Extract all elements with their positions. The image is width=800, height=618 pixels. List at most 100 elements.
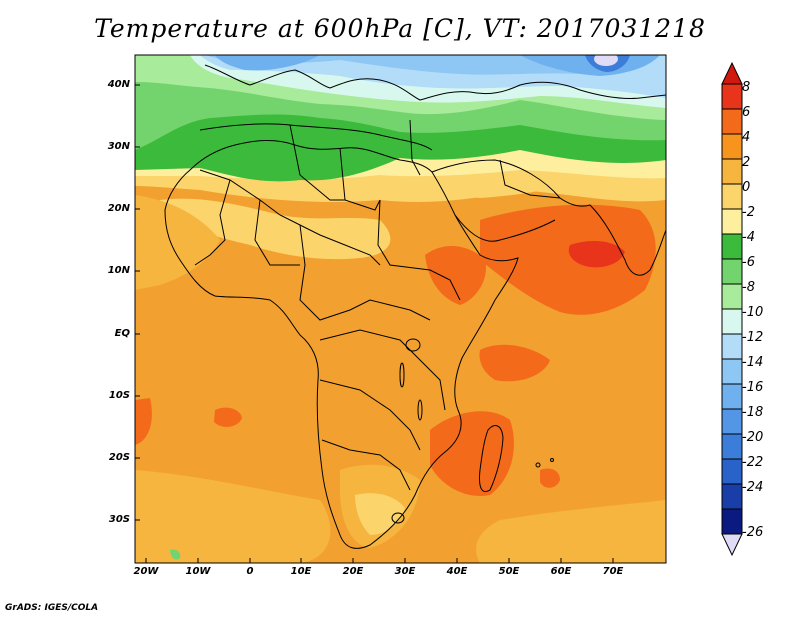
colorbar-label: -16 (742, 380, 764, 395)
lon-label-0: 0 (246, 566, 254, 577)
colorbar-top-arrow (721, 61, 743, 85)
border-3 (377, 199, 461, 301)
colorbar-label: -10 (742, 305, 764, 320)
field-south-africa-yellow (355, 493, 405, 535)
colorbar-bottom-arrow (721, 533, 743, 557)
field-warm-madagascar (430, 411, 514, 496)
arabia-coast (431, 159, 666, 276)
colorbar-label: -20 (742, 430, 764, 445)
lat-label-20s: 20S (108, 452, 130, 463)
colorbar (721, 61, 743, 557)
arabia-south-coast (454, 214, 556, 242)
lat-label-10s: 10S (108, 390, 130, 401)
lat-label-30n: 30N (107, 141, 130, 152)
europe-coast (204, 64, 666, 101)
colorbar-box (721, 458, 743, 485)
colorbar-label: 6 (742, 105, 751, 120)
colorbar-box (721, 508, 743, 535)
colorbar-label: 2 (742, 155, 751, 170)
lon-label-60e: 60E (550, 566, 572, 577)
colorbar-box (721, 133, 743, 160)
border-7 (321, 439, 411, 491)
field-southeast-pale (476, 500, 666, 563)
field-warm-spot-west (214, 407, 242, 427)
border-11 (289, 124, 345, 201)
field-arabia-yellow (440, 176, 570, 198)
border-12 (499, 159, 561, 199)
colorbar-label: -22 (742, 455, 764, 470)
map-title: Temperature at 600hPa [C], VT: 201703121… (94, 14, 706, 43)
lon-label-50e: 50E (498, 566, 520, 577)
colorbar-box (721, 483, 743, 510)
colorbar-box (721, 358, 743, 385)
lake-tanganyika (399, 362, 405, 388)
colorbar-box (721, 333, 743, 360)
field-small-green-se (170, 549, 181, 560)
field-warm-east (480, 204, 656, 315)
africa-coast (164, 140, 519, 549)
colorbar-label: 8 (742, 80, 751, 95)
colorbar-label: 0 (742, 180, 751, 195)
colorbar-label: -14 (742, 355, 764, 370)
colorbar-label: -2 (742, 205, 755, 220)
lesotho-border (391, 512, 405, 524)
field-warm-indian-ocean (479, 344, 550, 382)
colorbar-box (721, 283, 743, 310)
lat-label-30s: 30S (108, 514, 130, 525)
lon-label-20e: 20E (342, 566, 364, 577)
colorbar-box (721, 208, 743, 235)
colorbar-label: -24 (742, 480, 764, 495)
field-north-atlantic-pale (135, 195, 220, 290)
border-9 (254, 199, 300, 266)
lat-label-10n: 10N (107, 265, 130, 276)
border-4 (339, 147, 381, 211)
lake-malawi (417, 399, 423, 421)
lon-label-20w: 20W (133, 566, 159, 577)
lon-label-30e: 30E (394, 566, 416, 577)
lon-label-40e: 40E (446, 566, 468, 577)
colorbar-label: -12 (742, 330, 764, 345)
island-reunion (535, 462, 541, 468)
map-frame (134, 54, 667, 564)
colorbar-box (721, 433, 743, 460)
lon-label-10e: 10E (290, 566, 312, 577)
colorbar-label: -18 (742, 405, 764, 420)
colorbar-box (721, 233, 743, 260)
field-sahara-yellow (160, 198, 391, 260)
lat-label-20n: 20N (107, 203, 130, 214)
field-warm-spot-atlantic (135, 398, 152, 445)
colorbar-box (721, 183, 743, 210)
field-cold-core (594, 55, 618, 66)
lake-victoria (405, 338, 421, 352)
lat-label-40n: 40N (107, 79, 130, 90)
island-mauritius (550, 458, 554, 462)
field-band-deep-blue (215, 55, 320, 71)
lat-label-eq: EQ (114, 328, 130, 339)
colorbar-box (721, 108, 743, 135)
border-10 (409, 119, 421, 176)
coastlines (164, 64, 666, 549)
colorbar-box (721, 408, 743, 435)
field-southwest-pale (135, 470, 331, 563)
axis-ticks (135, 84, 614, 563)
colorbar-box (721, 308, 743, 335)
border-6 (319, 379, 421, 451)
colorbar-label: -6 (742, 255, 755, 270)
colorbar-box (721, 258, 743, 285)
credit-text: GrADS: IGES/COLA (5, 603, 99, 613)
border-8 (194, 179, 231, 266)
colorbar-label: -26 (742, 525, 764, 540)
lon-label-70e: 70E (602, 566, 624, 577)
madagascar-coast (479, 425, 504, 493)
colorbar-boxes (721, 83, 743, 535)
lon-label-10w: 10W (185, 566, 211, 577)
colorbar-label: -8 (742, 280, 755, 295)
colorbar-box (721, 83, 743, 110)
colorbar-label: 4 (742, 130, 751, 145)
field-warm-east-core (568, 240, 625, 268)
colorbar-box (721, 383, 743, 410)
colorbar-label: -4 (742, 230, 755, 245)
field-warm-horn (425, 245, 486, 305)
colorbar-box (721, 158, 743, 185)
